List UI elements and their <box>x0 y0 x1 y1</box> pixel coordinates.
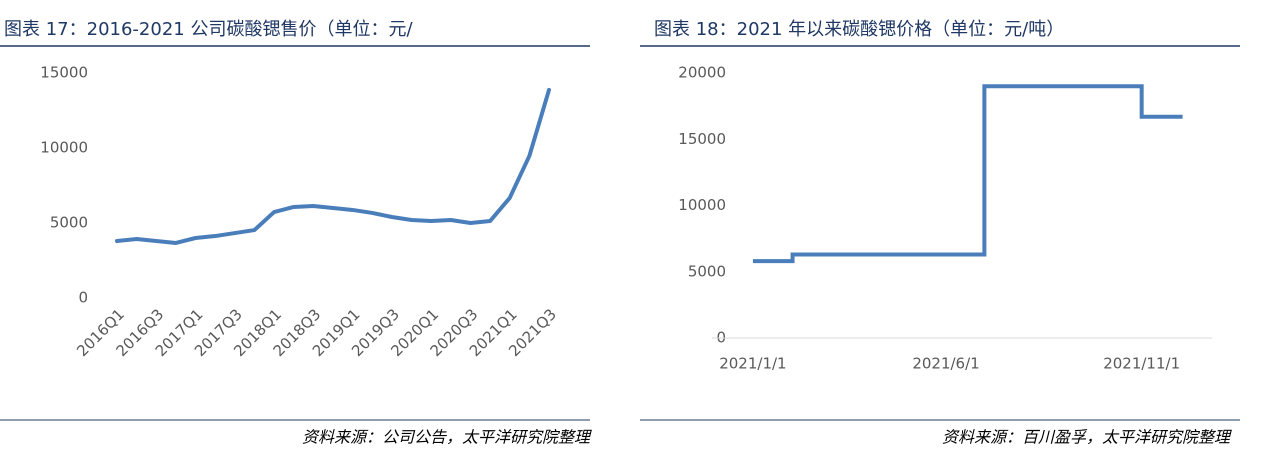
data-line <box>752 84 1183 264</box>
source-note: 资料来源：百川盈孚，太平洋研究院整理 <box>942 428 1232 447</box>
x-tick-label: 2021/6/1 <box>912 355 979 373</box>
y-tick-label: 5000 <box>50 214 88 232</box>
source-note: 资料来源：公司公告，太平洋研究院整理 <box>302 428 592 447</box>
y-tick-label: 10000 <box>678 196 726 214</box>
chart-title: 图表 18：2021 年以来碳酸锶价格（单位：元/吨） <box>654 19 1064 40</box>
chart-title: 图表 17：2016-2021 公司碳酸锶售价（单位：元/ <box>4 19 413 40</box>
y-tick-label: 15000 <box>40 64 88 82</box>
y-tick-label: 10000 <box>40 139 88 157</box>
y-tick-label: 0 <box>78 289 88 307</box>
y-tick-label: 20000 <box>678 64 726 82</box>
data-line <box>115 87 551 245</box>
y-tick-label: 15000 <box>678 130 726 148</box>
x-tick-label: 2021/1/1 <box>719 355 786 373</box>
x-tick-label: 2021/11/1 <box>1103 355 1180 373</box>
y-tick-label: 5000 <box>688 262 726 280</box>
